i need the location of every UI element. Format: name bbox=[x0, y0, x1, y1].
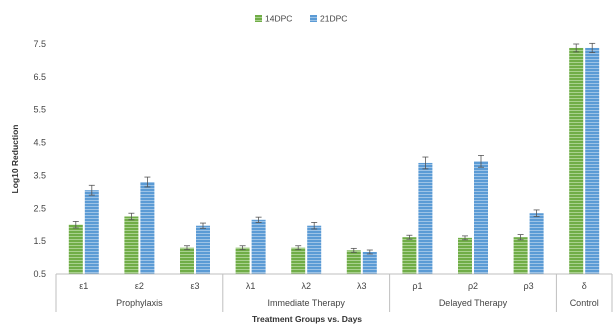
bar-21dpc-9 bbox=[529, 213, 544, 274]
y-tick-label: 7.5 bbox=[33, 39, 46, 49]
error-bar bbox=[144, 176, 151, 188]
legend-swatch-21dpc bbox=[310, 15, 317, 22]
error-bar bbox=[350, 247, 357, 253]
error-bar bbox=[88, 184, 95, 196]
error-bar bbox=[311, 222, 318, 230]
bar-21dpc-2 bbox=[140, 182, 155, 274]
x-category-label: ε1 bbox=[79, 281, 88, 291]
error-bar bbox=[295, 245, 302, 251]
bar-14dpc-1 bbox=[68, 224, 83, 274]
error-bar bbox=[517, 234, 524, 241]
x-category-label: λ3 bbox=[357, 281, 367, 291]
bar-14dpc-9 bbox=[513, 237, 528, 274]
x-category-label: ε3 bbox=[190, 281, 199, 291]
y-tick-label: 5.5 bbox=[33, 105, 46, 115]
y-axis-ticks: 0.5 1.5 2.5 3.5 4.5 5.5 6.5 7.5 bbox=[33, 39, 46, 279]
error-bar bbox=[184, 245, 190, 251]
bar-21dpc-7 bbox=[418, 162, 433, 274]
x-category-label: ρ2 bbox=[468, 281, 478, 291]
bar-14dpc-5 bbox=[291, 247, 306, 274]
x-category-label: λ1 bbox=[246, 281, 256, 291]
error-bar bbox=[462, 235, 468, 241]
x-category-label: δ bbox=[582, 281, 587, 291]
error-bar bbox=[255, 216, 262, 223]
x-category-label: ε2 bbox=[135, 281, 144, 291]
x-axis-title: Treatment Groups vs. Days bbox=[252, 314, 362, 324]
error-bar bbox=[533, 209, 540, 217]
bar-21dpc-5 bbox=[307, 225, 322, 274]
error-bar bbox=[239, 245, 246, 251]
bar-14dpc-3 bbox=[180, 247, 194, 274]
x-category-label: ρ1 bbox=[412, 281, 422, 291]
x-category-label: λ2 bbox=[301, 281, 311, 291]
x-group-label: Prophylaxis bbox=[116, 298, 163, 308]
error-bar bbox=[573, 43, 580, 53]
bar-21dpc-8 bbox=[474, 161, 488, 274]
legend-swatch-14dpc bbox=[255, 15, 262, 22]
legend-label-21dpc: 21DPC bbox=[320, 14, 347, 24]
y-tick-label: 4.5 bbox=[33, 138, 46, 148]
error-bar bbox=[366, 249, 373, 255]
bar-14dpc-10 bbox=[569, 47, 584, 274]
bar-21dpc-3 bbox=[196, 225, 210, 274]
legend: 14DPC 21DPC bbox=[255, 14, 347, 24]
y-axis-title: Log10 Reduction bbox=[10, 125, 20, 194]
x-category-label: ρ3 bbox=[524, 281, 534, 291]
bar-14dpc-2 bbox=[124, 216, 139, 274]
bar-14dpc-7 bbox=[402, 237, 417, 274]
y-tick-label: 1.5 bbox=[33, 236, 46, 246]
bar-14dpc-6 bbox=[346, 250, 361, 274]
error-bar bbox=[200, 222, 206, 229]
error-bar bbox=[406, 234, 413, 240]
y-tick-label: 3.5 bbox=[33, 170, 46, 180]
y-tick-label: 0.5 bbox=[33, 269, 46, 279]
bar-14dpc-8 bbox=[458, 237, 472, 274]
bar-14dpc-4 bbox=[235, 247, 250, 274]
x-group-label: Delayed Therapy bbox=[439, 298, 508, 308]
bar-21dpc-1 bbox=[84, 190, 99, 274]
x-axis: ε1 ε2 ε3 λ1 λ2 λ3 ρ1 ρ2 ρ3 δ Prophylaxis Immediate … bbox=[55, 273, 613, 312]
error-bar bbox=[128, 212, 135, 221]
x-group-label: Immediate Therapy bbox=[268, 298, 346, 308]
error-bar bbox=[72, 221, 79, 229]
y-tick-label: 6.5 bbox=[33, 72, 46, 82]
legend-label-14dpc: 14DPC bbox=[265, 14, 292, 24]
bar-21dpc-6 bbox=[362, 251, 377, 274]
bar-21dpc-10 bbox=[585, 47, 600, 274]
error-bar bbox=[478, 154, 484, 168]
bars bbox=[68, 42, 600, 274]
y-tick-label: 2.5 bbox=[33, 203, 46, 213]
error-bar bbox=[422, 156, 429, 170]
error-bar bbox=[589, 42, 596, 53]
x-group-label: Control bbox=[570, 298, 599, 308]
bar-21dpc-4 bbox=[251, 219, 266, 274]
